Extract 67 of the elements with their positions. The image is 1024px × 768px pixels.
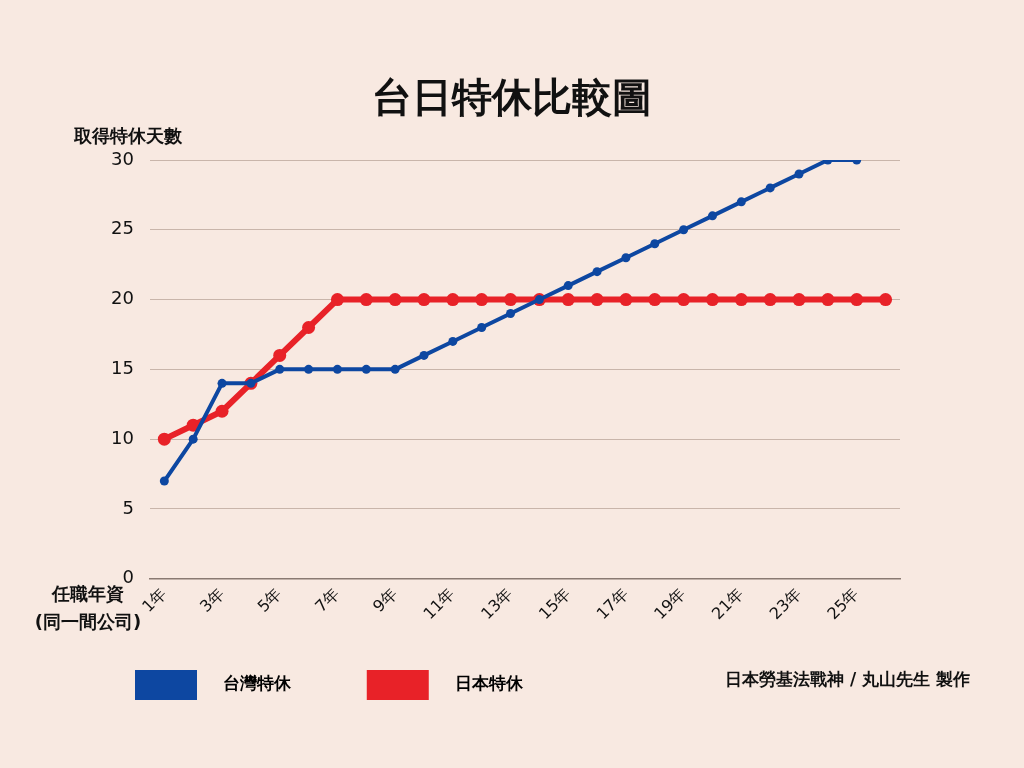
point <box>188 434 198 444</box>
point <box>563 281 573 291</box>
point <box>679 225 689 235</box>
y-tick-label: 25 <box>111 217 134 239</box>
point <box>506 309 516 319</box>
x-tick-label: 7年 <box>311 583 344 616</box>
x-tick-label: 23年 <box>765 583 805 623</box>
x-tick-label: 13年 <box>477 583 517 623</box>
point <box>850 293 864 307</box>
point <box>794 169 804 179</box>
x-tick-label: 3年 <box>195 583 228 616</box>
point <box>705 293 719 307</box>
point <box>650 239 660 249</box>
chart-title: 台日特休比較圖 <box>371 73 653 122</box>
point <box>504 293 518 307</box>
point <box>332 364 342 374</box>
y-tick-label: 30 <box>111 147 134 169</box>
point <box>734 293 748 307</box>
point <box>215 404 229 418</box>
y-axis-title: 取得特休天數 <box>74 124 182 148</box>
x-tick-label: 21年 <box>707 583 748 623</box>
y-tick-label: 20 <box>111 287 134 309</box>
x-tick-label: 25年 <box>823 583 863 623</box>
point <box>273 348 287 362</box>
point <box>446 293 460 307</box>
x-tick-label: 19年 <box>650 583 690 623</box>
point <box>217 378 227 388</box>
point <box>157 432 171 446</box>
point <box>475 293 489 307</box>
point <box>477 322 487 332</box>
point <box>361 364 371 374</box>
x-tick-label: 15年 <box>534 583 574 623</box>
point <box>648 293 662 307</box>
point <box>765 183 775 193</box>
point <box>792 293 806 307</box>
y-tick-label: 15 <box>111 357 134 379</box>
point <box>707 211 717 221</box>
point <box>159 476 169 486</box>
x-tick-label: 5年 <box>253 583 286 616</box>
text: 日本勞基法戰神 / 丸山先生 製作 <box>725 668 970 691</box>
point <box>359 293 373 307</box>
x-tick-label: 9年 <box>368 583 401 616</box>
point <box>330 293 344 307</box>
legend-label: 日本特休 <box>437 673 559 694</box>
point <box>621 253 631 263</box>
point <box>388 293 402 307</box>
point <box>417 293 431 307</box>
point <box>879 293 893 307</box>
y-tick-label: 5 <box>122 496 134 518</box>
point <box>448 336 458 346</box>
point <box>590 293 604 307</box>
y-tick-label: 10 <box>111 426 134 448</box>
point <box>592 267 602 277</box>
point <box>619 293 633 307</box>
point <box>561 293 575 307</box>
point <box>821 293 835 307</box>
x-tick-label: 17年 <box>592 583 632 623</box>
point <box>304 364 314 374</box>
point <box>677 293 691 307</box>
point <box>275 364 285 374</box>
x-tick-label: 11年 <box>419 583 459 623</box>
point <box>763 293 777 307</box>
point <box>302 320 316 334</box>
point <box>419 350 429 360</box>
legend-label: 台灣特休 <box>205 673 327 694</box>
point <box>390 364 400 374</box>
point <box>736 197 746 207</box>
